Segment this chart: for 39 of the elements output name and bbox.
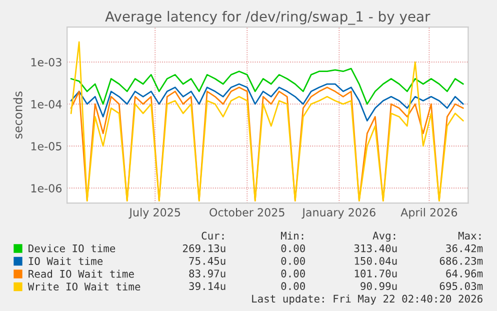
text: 269.13u: [183, 244, 226, 252]
text: 36.42m: [446, 244, 483, 252]
text: 0.00: [281, 270, 305, 278]
chart-title: Average latency for /dev/ring/swap_1 - by year: [105, 10, 430, 25]
y-tick-label: 1e-04: [31, 100, 62, 108]
line-series: [70, 83, 464, 122]
text: Max:: [458, 232, 481, 240]
text: 83.97u: [189, 270, 226, 278]
x-tick-label: January 2026: [302, 208, 376, 219]
legend-label: Write IO Wait time: [28, 282, 140, 291]
text: 101.70u: [354, 270, 397, 278]
x-tick-label: July 2025: [128, 208, 180, 219]
text: 90.99u: [360, 282, 397, 290]
legend-label: IO Wait time: [28, 256, 103, 266]
text: Min:: [281, 232, 304, 240]
text: Cur:: [202, 232, 224, 240]
x-tick-label: October 2025: [210, 208, 284, 217]
text: 695.03m: [440, 282, 483, 290]
text: 75.45u: [189, 257, 226, 265]
text: 39.14u: [189, 282, 226, 290]
text: 686.23m: [440, 256, 483, 265]
line-series: [70, 41, 464, 202]
line-series: [70, 86, 464, 202]
x-tick-label: April 2026: [400, 208, 458, 219]
line-series: [70, 68, 464, 105]
text: 0.00: [281, 256, 305, 265]
y-tick-label: 1e-03: [31, 58, 62, 66]
text: 150.04u: [354, 256, 397, 265]
legend-label: Device IO time: [28, 244, 116, 252]
text: Last update: Fri May 22 02:40:20 2026: [252, 294, 482, 305]
y-tick-label: 1e-05: [31, 142, 62, 150]
text: 0.00: [281, 244, 305, 252]
text: 64.96m: [446, 270, 483, 278]
text: 0.00: [281, 282, 305, 290]
y-tick-label: 1e-06: [31, 184, 62, 192]
text: Avg:: [372, 232, 396, 242]
y-axis-title: seconds: [13, 92, 22, 139]
legend-label: Read IO Wait time: [28, 270, 134, 278]
text: 313.40u: [354, 244, 397, 252]
